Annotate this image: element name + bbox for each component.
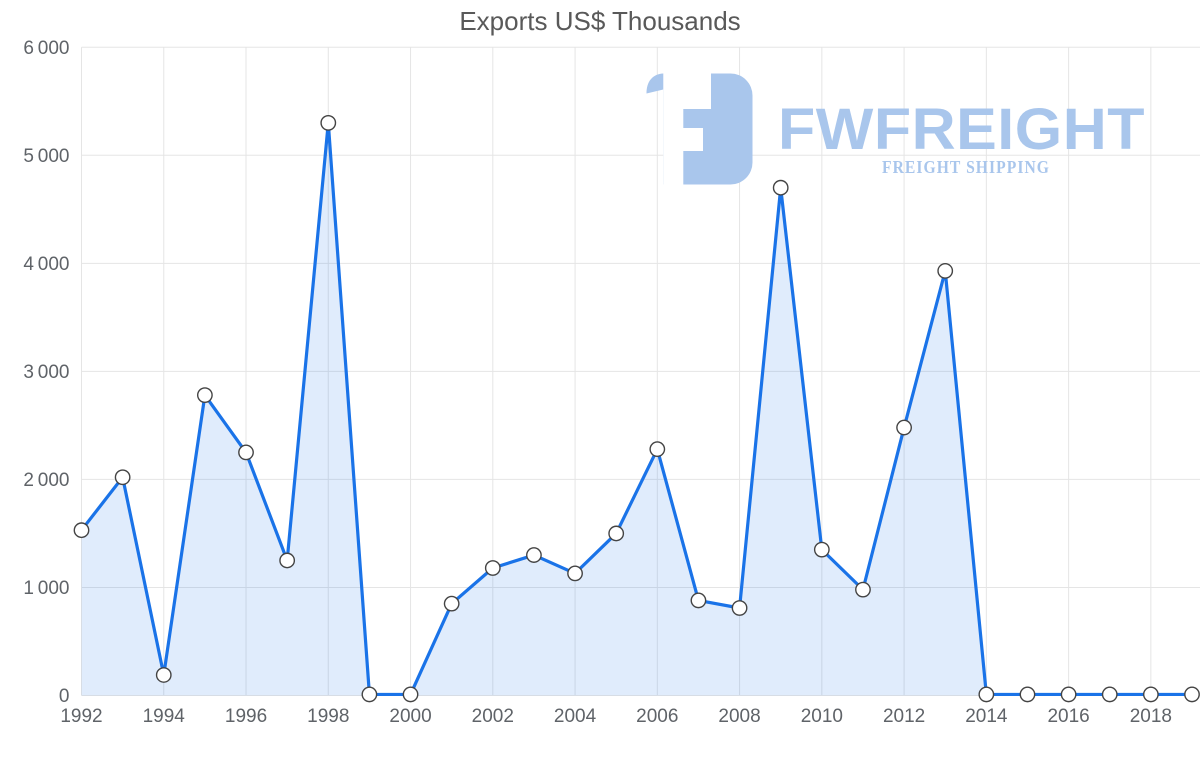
svg-text:2008: 2008 xyxy=(718,706,760,727)
svg-text:4 000: 4 000 xyxy=(23,254,69,275)
svg-text:2006: 2006 xyxy=(636,706,678,727)
svg-text:2002: 2002 xyxy=(472,706,514,727)
svg-text:1994: 1994 xyxy=(143,706,186,727)
svg-text:2004: 2004 xyxy=(554,706,597,727)
svg-text:2018: 2018 xyxy=(1130,706,1172,727)
svg-text:2012: 2012 xyxy=(883,706,925,727)
svg-text:2010: 2010 xyxy=(801,706,843,727)
svg-text:5 000: 5 000 xyxy=(23,146,69,167)
svg-text:3 000: 3 000 xyxy=(23,362,69,383)
svg-text:2014: 2014 xyxy=(965,706,1008,727)
svg-text:1998: 1998 xyxy=(307,706,349,727)
svg-text:0: 0 xyxy=(59,686,70,707)
svg-text:1 000: 1 000 xyxy=(23,578,69,599)
svg-text:1996: 1996 xyxy=(225,706,267,727)
svg-text:2016: 2016 xyxy=(1047,706,1089,727)
svg-text:6 000: 6 000 xyxy=(23,38,69,59)
svg-text:2 000: 2 000 xyxy=(23,470,69,491)
svg-text:2000: 2000 xyxy=(389,706,431,727)
svg-text:1992: 1992 xyxy=(60,706,102,727)
